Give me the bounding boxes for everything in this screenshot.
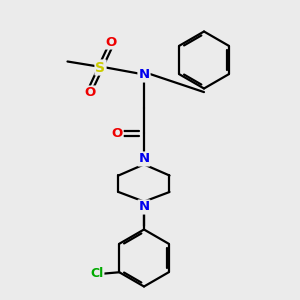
Text: N: N (138, 152, 150, 166)
Text: Cl: Cl (90, 267, 104, 280)
Text: O: O (111, 127, 123, 140)
Text: O: O (84, 86, 96, 100)
Text: N: N (138, 68, 150, 82)
Text: N: N (138, 200, 150, 214)
Text: O: O (105, 35, 117, 49)
Text: S: S (95, 61, 106, 74)
